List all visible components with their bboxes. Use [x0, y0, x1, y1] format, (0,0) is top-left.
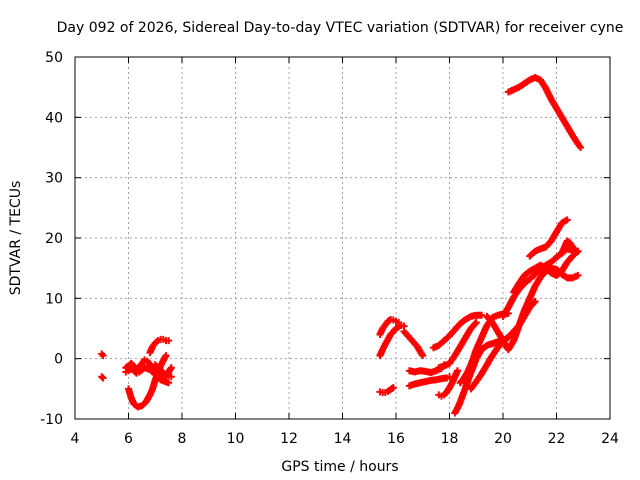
x-tick-label: 12	[280, 431, 298, 447]
point-marker	[531, 297, 539, 305]
x-tick-label: 16	[387, 431, 405, 447]
point-marker	[419, 352, 427, 360]
series-s06	[146, 335, 173, 357]
series-s14	[429, 311, 486, 352]
point-marker	[472, 318, 480, 326]
y-tick-label: 10	[45, 291, 63, 307]
y-tick-label: -10	[40, 412, 63, 428]
chart-title: Day 092 of 2026, Sidereal Day-to-day VTE…	[57, 20, 624, 36]
point-marker	[165, 337, 173, 345]
x-tick-label: 4	[71, 431, 80, 447]
x-tick-label: 20	[494, 431, 512, 447]
y-tick-label: 40	[45, 110, 63, 126]
point-marker	[454, 367, 462, 375]
point-marker	[167, 373, 175, 381]
y-tick-label: 50	[45, 50, 63, 66]
x-tick-label: 22	[548, 431, 566, 447]
series-s15	[435, 318, 480, 372]
series-s13	[405, 373, 453, 390]
point-marker	[165, 379, 173, 387]
series-s18	[456, 309, 512, 387]
point-marker	[577, 144, 585, 151]
y-tick-label: 20	[45, 231, 63, 247]
x-axis-label: GPS time / hours	[281, 459, 398, 475]
series-s20	[483, 264, 582, 354]
series-s01	[98, 350, 107, 360]
point-marker	[99, 374, 107, 382]
point-marker	[167, 364, 175, 372]
series-s23	[526, 216, 571, 260]
point-marker	[389, 384, 397, 392]
y-tick-label: 0	[54, 352, 63, 368]
y-tick-label: 30	[45, 171, 63, 187]
point-marker	[162, 352, 170, 360]
series-s22	[510, 247, 582, 296]
series-s24	[558, 237, 579, 257]
point-marker	[478, 311, 486, 319]
series-s11	[400, 328, 427, 360]
series-s07	[151, 361, 175, 381]
x-tick-label: 8	[178, 431, 187, 447]
point-marker	[574, 271, 582, 279]
series-s09	[376, 321, 408, 360]
point-marker	[530, 299, 538, 307]
series-s16	[435, 367, 462, 400]
x-axis-ticks: 4 6 8 10 12 14 16 18 20 22 24	[71, 57, 619, 447]
point-marker	[98, 373, 106, 381]
data-points	[98, 74, 585, 417]
x-tick-label: 14	[334, 431, 352, 447]
series-s08	[376, 315, 403, 339]
x-tick-label: 18	[441, 431, 459, 447]
x-tick-label: 24	[601, 431, 619, 447]
y-axis-label: SDTVAR / TECUs	[8, 181, 24, 296]
series-s10	[376, 384, 397, 396]
series-s02	[98, 373, 107, 382]
y-axis-ticks: -10 0 10 20 30 40 50	[40, 50, 610, 428]
point-marker	[571, 246, 579, 254]
point-marker	[99, 352, 107, 360]
x-tick-label: 6	[124, 431, 133, 447]
grid-lines	[75, 57, 610, 419]
point-marker	[563, 216, 571, 224]
series-s25	[504, 74, 585, 151]
point-marker	[471, 320, 479, 328]
x-tick-label: 10	[227, 431, 245, 447]
